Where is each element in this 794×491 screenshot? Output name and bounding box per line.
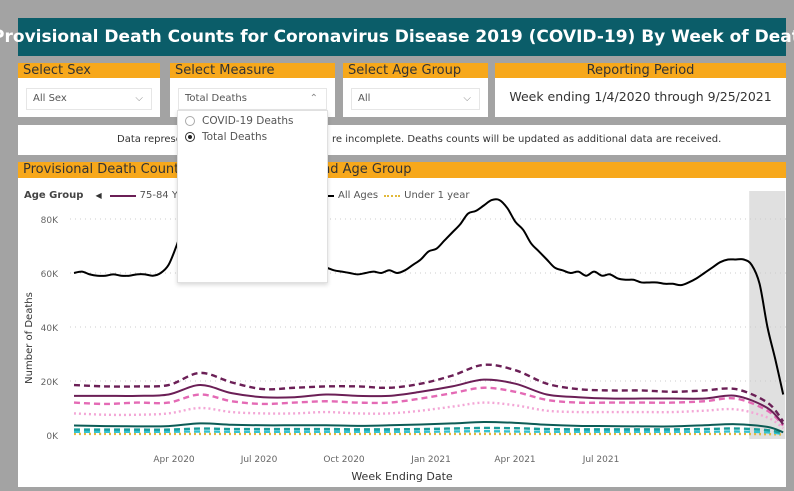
x-tick-label: Apr 2020 xyxy=(153,455,195,465)
chart-title-left: Provisional Death Counts xyxy=(23,162,187,177)
incomplete-data-shade xyxy=(749,191,786,439)
y-tick-label: 80K xyxy=(41,216,59,226)
age-filter: Select Age Group All ⌵ xyxy=(343,63,488,117)
data-notice: Data represe re incomplete. Deaths count… xyxy=(18,125,786,155)
x-tick-label: Jan 2021 xyxy=(410,455,451,465)
series-line-age-group xyxy=(73,363,785,423)
chevron-down-icon: ⌵ xyxy=(463,93,471,104)
reporting-period-value: Week ending 1/4/2020 through 9/25/2021 xyxy=(509,89,772,104)
legend-item-75-84[interactable]: 75-84 Years xyxy=(139,190,199,201)
age-dropdown-value: All xyxy=(358,93,371,104)
reporting-period-label: Reporting Period xyxy=(495,63,786,78)
y-tick-label: 40K xyxy=(41,324,59,334)
series-line-age-group xyxy=(74,426,784,435)
chart-panel: Provisional Death Counts and Age Group A… xyxy=(18,162,786,487)
measure-dropdown-value: Total Deaths xyxy=(185,93,247,104)
age-dropdown[interactable]: All ⌵ xyxy=(351,88,480,110)
measure-filter: Select Measure Total Deaths ⌃ xyxy=(170,63,335,117)
y-tick-label: 0K xyxy=(46,432,59,442)
line-chart: 0K 20K 40K 60K 80K Apr 2020 Jul 2020 Oct 2020 Ja… xyxy=(24,191,786,483)
x-tick-label: Jul 2021 xyxy=(582,455,620,465)
chevron-down-icon: ⌵ xyxy=(135,93,143,104)
series-line-age-group xyxy=(73,386,785,427)
x-tick-label: Apr 2021 xyxy=(494,455,535,465)
radio-icon xyxy=(185,116,195,126)
notice-text-left: Data represe xyxy=(117,134,182,145)
legend-title: Age Group xyxy=(24,190,84,201)
measure-filter-label: Select Measure xyxy=(170,63,335,78)
chart-title: Provisional Death Counts and Age Group xyxy=(18,162,786,178)
series-line-75-84-years xyxy=(73,378,784,425)
option-total-deaths[interactable]: Total Deaths xyxy=(178,129,327,145)
y-tick-label: 20K xyxy=(41,378,59,388)
option-label: COVID-19 Deaths xyxy=(202,115,294,127)
sex-filter-label: Select Sex xyxy=(18,63,160,78)
series-line-age-group xyxy=(73,421,784,434)
radio-checked-icon xyxy=(185,132,195,142)
y-axis-title: Number of Deaths xyxy=(24,292,35,384)
x-tick-label: Jul 2020 xyxy=(240,455,278,465)
legend-item-under-1[interactable]: Under 1 year xyxy=(404,190,470,201)
sex-dropdown[interactable]: All Sex ⌵ xyxy=(26,88,152,110)
legend-line-75-84 xyxy=(109,194,136,197)
series-line-age-group xyxy=(74,430,784,436)
chevron-up-icon: ⌃ xyxy=(309,93,318,104)
chart-title-right: and Age Group xyxy=(314,162,412,177)
measure-dropdown[interactable]: Total Deaths ⌃ xyxy=(178,88,327,110)
option-covid-deaths[interactable]: COVID-19 Deaths xyxy=(178,113,327,129)
legend-line-under-1 xyxy=(384,194,401,197)
measure-dropdown-menu: COVID-19 Deaths Total Deaths xyxy=(177,110,328,283)
sex-filter: Select Sex All Sex ⌵ xyxy=(18,63,160,117)
sex-dropdown-value: All Sex xyxy=(33,93,67,104)
reporting-period: Reporting Period Week ending 1/4/2020 th… xyxy=(495,63,786,117)
legend-scroll-left-icon[interactable]: ◀ xyxy=(95,191,102,200)
x-tick-label: Oct 2020 xyxy=(323,455,365,465)
age-filter-label: Select Age Group xyxy=(343,63,488,78)
x-axis-title: Week Ending Date xyxy=(351,470,453,483)
series-line-under-1-year xyxy=(74,432,784,436)
y-tick-label: 60K xyxy=(41,270,59,280)
option-label: Total Deaths xyxy=(202,131,268,143)
notice-text-right: re incomplete. Deaths counts will be upd… xyxy=(332,134,722,145)
page-title: Provisional Death Counts for Coronavirus… xyxy=(0,18,794,56)
legend-item-all-ages[interactable]: All Ages xyxy=(338,190,379,201)
